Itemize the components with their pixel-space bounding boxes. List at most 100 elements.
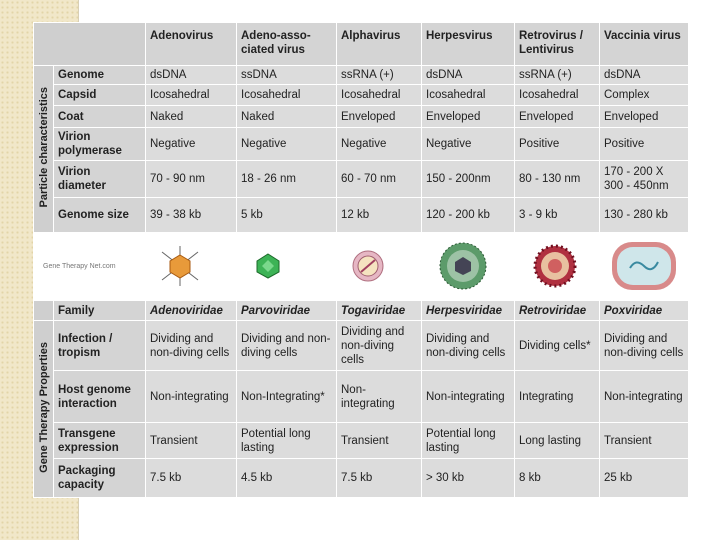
table-row: Virion polymerase Negative Negative Negativ… xyxy=(34,127,689,161)
retrovirus-icon xyxy=(533,244,577,288)
cell: Enveloped xyxy=(514,105,600,128)
herpesvirus-icon xyxy=(439,242,487,290)
row-header: Packaging capacity xyxy=(53,458,146,498)
cell: Potential long lasting xyxy=(421,422,515,459)
cell: Transient xyxy=(336,422,422,459)
row-header: Virion diameter xyxy=(53,160,146,198)
cell: Dividing and non-diving cells xyxy=(336,320,422,371)
cell: Togaviridae xyxy=(336,300,422,321)
cell: Positive xyxy=(599,127,689,161)
cell: 7.5 kb xyxy=(336,458,422,498)
row-header: Capsid xyxy=(53,84,146,106)
corner xyxy=(33,22,146,66)
cell: 80 - 130 nm xyxy=(514,160,600,198)
row-header: Infection / tropism xyxy=(53,320,146,371)
cell: Enveloped xyxy=(336,105,422,128)
cell: Icosahedral xyxy=(514,84,600,106)
alphavirus-icon xyxy=(352,250,384,282)
cell: 170 - 200 X 300 - 450nm xyxy=(599,160,689,198)
row-header: Virion polymerase xyxy=(53,127,146,161)
table-row: Host genome interaction Non-integrating No… xyxy=(34,370,689,423)
cell: Icosahedral xyxy=(336,84,422,106)
cell: Icosahedral xyxy=(145,84,237,106)
cell: Dividing and non-diving cells xyxy=(145,320,237,371)
cell: Non-Integrating* xyxy=(236,370,337,423)
cell: Enveloped xyxy=(421,105,515,128)
row-header: Family xyxy=(53,300,146,321)
cell: dsDNA xyxy=(599,65,689,85)
cell: Parvoviridae xyxy=(236,300,337,321)
table-row: Virion diameter 70 - 90 nm 18 - 26 nm 60 - … xyxy=(34,160,689,198)
cell: 5 kb xyxy=(236,197,337,233)
row-header: Genome size xyxy=(53,197,146,233)
section-label: Particle characteristics xyxy=(37,86,50,208)
cell: ssRNA (+) xyxy=(336,65,422,85)
cell: 39 - 38 kb xyxy=(145,197,237,233)
row-header: Coat xyxy=(53,105,146,128)
vaccinia-icon xyxy=(612,242,676,290)
cell: Transient xyxy=(599,422,689,459)
cell: Non-integrating xyxy=(145,370,237,423)
table-row: Particle characteristics Genome dsDNA ssDNA… xyxy=(33,65,689,233)
cell: Retroviridae xyxy=(514,300,600,321)
cell: Icosahedral xyxy=(236,84,337,106)
cell: 12 kb xyxy=(336,197,422,233)
cell: Dividing and non-diving cells xyxy=(599,320,689,371)
family-row: Family Adenoviridae Parvoviridae Togavirida… xyxy=(33,300,689,321)
table-row: Coat Naked Naked Enveloped Enveloped Envelope… xyxy=(34,105,689,128)
cell: Non-integrating xyxy=(336,370,422,423)
cell: Negative xyxy=(336,127,422,161)
cell: Potential long lasting xyxy=(236,422,337,459)
column-header: Alphavirus xyxy=(336,22,422,66)
cell: 60 - 70 nm xyxy=(336,160,422,198)
cell: ssDNA xyxy=(236,65,337,85)
cell: 130 - 280 kb xyxy=(599,197,689,233)
cell: Enveloped xyxy=(599,105,689,128)
table-row: Packaging capacity 7.5 kb 4.5 kb 7.5 kb > 30… xyxy=(34,458,689,498)
cell: ssRNA (+) xyxy=(514,65,600,85)
virus-table: Adenovirus Adeno-asso- ciated virus Alphav… xyxy=(33,22,689,498)
cell: Dividing and non-diving cells xyxy=(236,320,337,371)
column-header: Adeno-asso- ciated virus xyxy=(236,22,337,66)
cell: 70 - 90 nm xyxy=(145,160,237,198)
cell: Negative xyxy=(236,127,337,161)
cell: Non-integrating xyxy=(421,370,515,423)
row-header: Host genome interaction xyxy=(53,370,146,423)
table-row: Capsid Icosahedral Icosahedral Icosahedral I… xyxy=(34,84,689,106)
cell: Icosahedral xyxy=(421,84,515,106)
cell: Non-integrating xyxy=(599,370,689,423)
cell: Poxviridae xyxy=(599,300,689,321)
cell: Transient xyxy=(145,422,237,459)
cell: 3 - 9 kb xyxy=(514,197,600,233)
section-side: Gene Therapy Properties xyxy=(33,320,54,498)
side-blank xyxy=(33,300,54,321)
cell: 150 - 200nm xyxy=(421,160,515,198)
cell: 25 kb xyxy=(599,458,689,498)
cell: dsDNA xyxy=(145,65,237,85)
cell: Long lasting xyxy=(514,422,600,459)
cell: 7.5 kb xyxy=(145,458,237,498)
image-credit: Gene Therapy Net.com xyxy=(43,263,116,270)
cell: 18 - 26 nm xyxy=(236,160,337,198)
adenovirus-icon xyxy=(161,246,199,286)
table-row: Transgene expression Transient Potential l… xyxy=(34,422,689,459)
cell: Negative xyxy=(145,127,237,161)
column-header: Adenovirus xyxy=(145,22,237,66)
virus-images: Gene Therapy Net.com xyxy=(43,242,676,290)
column-header: Herpesvirus xyxy=(421,22,515,66)
section-side: Particle characteristics xyxy=(33,65,54,233)
column-header: Retrovirus / Lentivirus xyxy=(514,22,600,66)
cell: Naked xyxy=(236,105,337,128)
cell: Herpesviridae xyxy=(421,300,515,321)
cell: 120 - 200 kb xyxy=(421,197,515,233)
table-row: Gene Therapy Properties Infection / tropi… xyxy=(33,320,689,498)
aav-icon xyxy=(256,253,280,279)
row-header: Transgene expression xyxy=(53,422,146,459)
cell: Positive xyxy=(514,127,600,161)
cell: 8 kb xyxy=(514,458,600,498)
cell: dsDNA xyxy=(421,65,515,85)
column-header: Vaccinia virus xyxy=(599,22,689,66)
cell: Adenoviridae xyxy=(145,300,237,321)
section-label: Gene Therapy Properties xyxy=(37,341,50,473)
